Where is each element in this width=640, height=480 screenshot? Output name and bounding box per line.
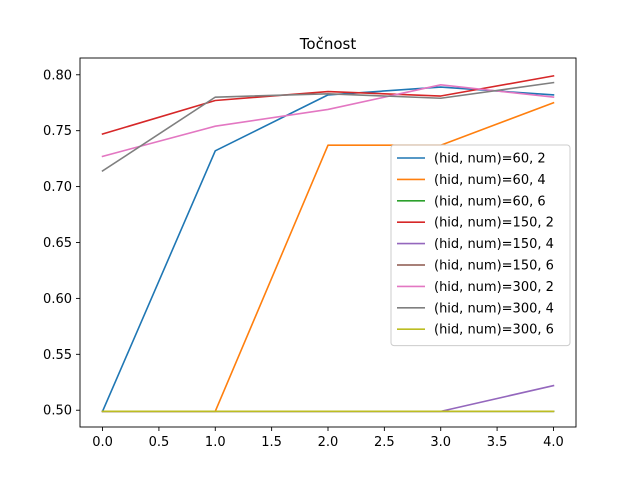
x-tick-label: 0.0 — [92, 435, 113, 450]
legend-box — [390, 144, 571, 347]
legend-label: (hid, num)=300, 6 — [434, 323, 554, 338]
series-line — [101, 81, 555, 173]
y-tick-label: 0.65 — [43, 236, 72, 251]
x-tick-label: 1.5 — [261, 435, 282, 450]
series-line — [101, 74, 555, 136]
legend-label: (hid, num)=150, 2 — [434, 216, 554, 231]
x-tick-label: 0.5 — [149, 435, 170, 450]
y-tick-label: 0.75 — [43, 124, 72, 139]
series-line — [101, 384, 555, 413]
legend-label: (hid, num)=300, 4 — [434, 301, 554, 316]
legend-label: (hid, num)=60, 4 — [434, 173, 546, 188]
y-tick-label: 0.50 — [43, 404, 72, 419]
y-tick-label: 0.80 — [43, 68, 72, 83]
series-line — [101, 84, 555, 158]
legend-label: (hid, num)=60, 2 — [434, 152, 546, 167]
x-tick-label: 3.0 — [430, 435, 451, 450]
axes: 0.0 0.5 1.0 1.5 2.0 2.5 3.0 3.5 4.0 0.50 0.55 0.60 0… — [43, 57, 577, 450]
x-tick-label: 3.5 — [487, 435, 508, 450]
y-tick-label: 0.55 — [43, 348, 72, 363]
series-lines — [101, 74, 555, 413]
y-tick-label: 0.70 — [43, 180, 72, 195]
legend: (hid, num)=60, 2 (hid, num)=60, 4 (hid, nu… — [390, 144, 571, 347]
y-tick-label: 0.60 — [43, 292, 72, 307]
chart-title: Točnost — [299, 35, 357, 53]
legend-label: (hid, num)=300, 2 — [434, 280, 554, 295]
x-tick-label: 2.5 — [374, 435, 395, 450]
legend-label: (hid, num)=60, 6 — [434, 194, 546, 209]
x-tick-label: 2.0 — [318, 435, 339, 450]
legend-label: (hid, num)=150, 6 — [434, 259, 554, 274]
x-tick-label: 1.0 — [205, 435, 226, 450]
legend-label: (hid, num)=150, 4 — [434, 237, 554, 252]
x-tick-label: 4.0 — [543, 435, 564, 450]
